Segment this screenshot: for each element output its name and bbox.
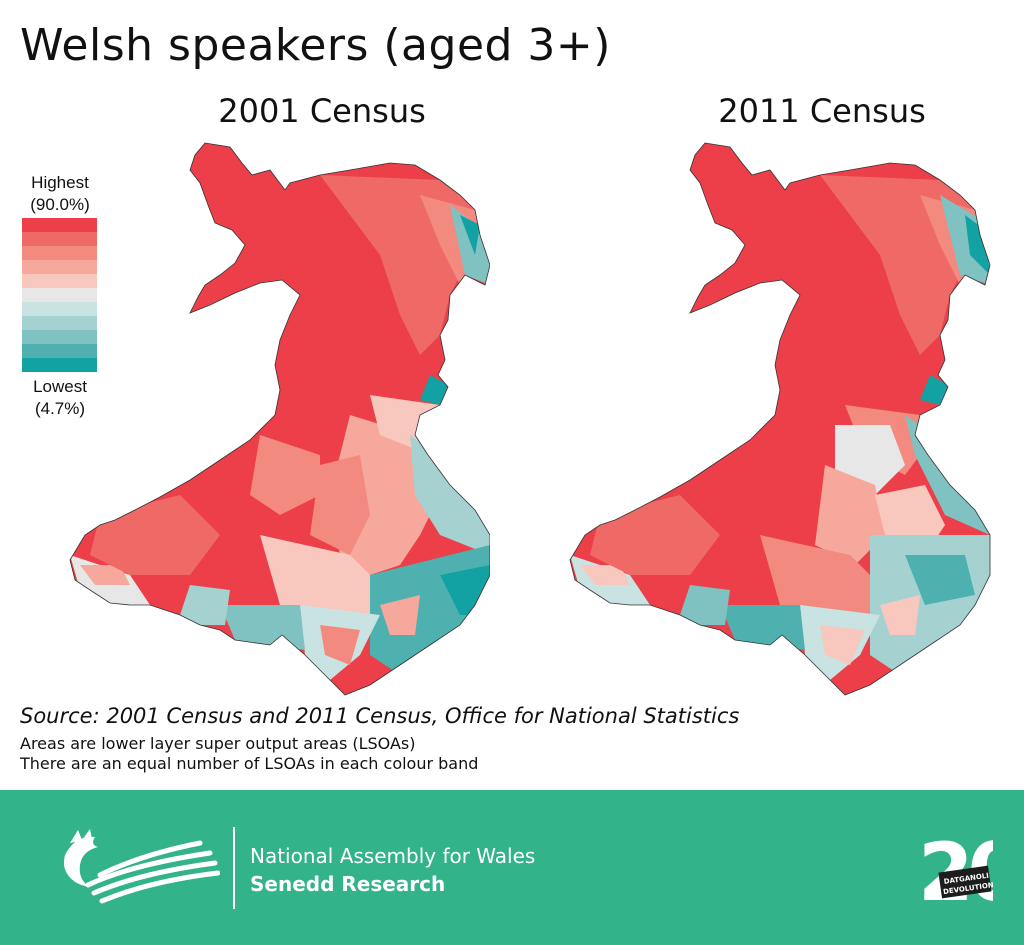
legend-lowest: Lowest (4.7%)	[14, 376, 106, 420]
legend-swatch-3	[22, 260, 97, 274]
legend-swatch-6	[22, 302, 97, 316]
devolution-20-badge: 20 DATGANOLI DEVOLUTION	[918, 826, 993, 910]
legend-lowest-value: (4.7%)	[34, 399, 86, 418]
legend-color-bar	[22, 218, 97, 372]
legend-swatch-5	[22, 288, 97, 302]
chart-title: Welsh speakers (aged 3+)	[20, 20, 611, 71]
legend-swatch-1	[22, 232, 97, 246]
organisation-name: National Assembly for Wales	[250, 844, 536, 868]
assembly-dragon-logo-icon	[64, 829, 220, 904]
legend-swatch-0	[22, 218, 97, 232]
footer-banner: National Assembly for Wales Senedd Resea…	[0, 790, 1024, 945]
map-title-2001: 2001 Census	[218, 92, 426, 130]
legend-swatch-4	[22, 274, 97, 288]
legend-swatch-8	[22, 330, 97, 344]
legend-lowest-label: Lowest	[33, 377, 87, 396]
legend-swatch-10	[22, 358, 97, 372]
wales-map-2011	[569, 142, 991, 696]
organisation-subtitle: Senedd Research	[250, 872, 446, 896]
legend-swatch-2	[22, 246, 97, 260]
legend-highest-label: Highest	[31, 173, 89, 192]
footer-divider	[233, 827, 235, 909]
source-text: Source: 2001 Census and 2011 Census, Off…	[20, 704, 740, 728]
legend-swatch-7	[22, 316, 97, 330]
note-lsoa-areas: Areas are lower layer super output areas…	[20, 734, 416, 753]
legend-swatch-9	[22, 344, 97, 358]
wales-map-2001	[69, 142, 490, 696]
note-equal-bands: There are an equal number of LSOAs in ea…	[20, 754, 479, 773]
legend-highest-value: (90.0%)	[30, 195, 90, 214]
legend-highest: Highest (90.0%)	[14, 172, 106, 216]
map-title-2011: 2011 Census	[718, 92, 926, 130]
